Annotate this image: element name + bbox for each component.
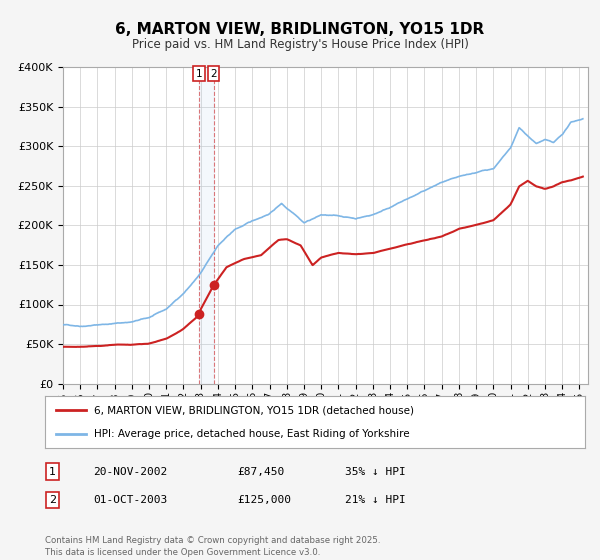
Text: 1: 1 — [196, 69, 202, 79]
Text: HPI: Average price, detached house, East Riding of Yorkshire: HPI: Average price, detached house, East… — [94, 429, 409, 439]
Text: Price paid vs. HM Land Registry's House Price Index (HPI): Price paid vs. HM Land Registry's House … — [131, 38, 469, 50]
Bar — [199, 67, 214, 384]
Text: 35% ↓ HPI: 35% ↓ HPI — [345, 466, 406, 477]
Text: 6, MARTON VIEW, BRIDLINGTON, YO15 1DR: 6, MARTON VIEW, BRIDLINGTON, YO15 1DR — [115, 22, 485, 38]
Text: £125,000: £125,000 — [237, 495, 291, 505]
Text: £87,450: £87,450 — [237, 466, 284, 477]
Text: 2: 2 — [49, 495, 56, 505]
Text: 6, MARTON VIEW, BRIDLINGTON, YO15 1DR (detached house): 6, MARTON VIEW, BRIDLINGTON, YO15 1DR (d… — [94, 405, 413, 416]
Text: 2: 2 — [210, 69, 217, 79]
Text: 21% ↓ HPI: 21% ↓ HPI — [345, 495, 406, 505]
Text: 1: 1 — [49, 466, 56, 477]
Text: 01-OCT-2003: 01-OCT-2003 — [93, 495, 167, 505]
Text: 20-NOV-2002: 20-NOV-2002 — [93, 466, 167, 477]
Text: Contains HM Land Registry data © Crown copyright and database right 2025.
This d: Contains HM Land Registry data © Crown c… — [45, 536, 380, 557]
